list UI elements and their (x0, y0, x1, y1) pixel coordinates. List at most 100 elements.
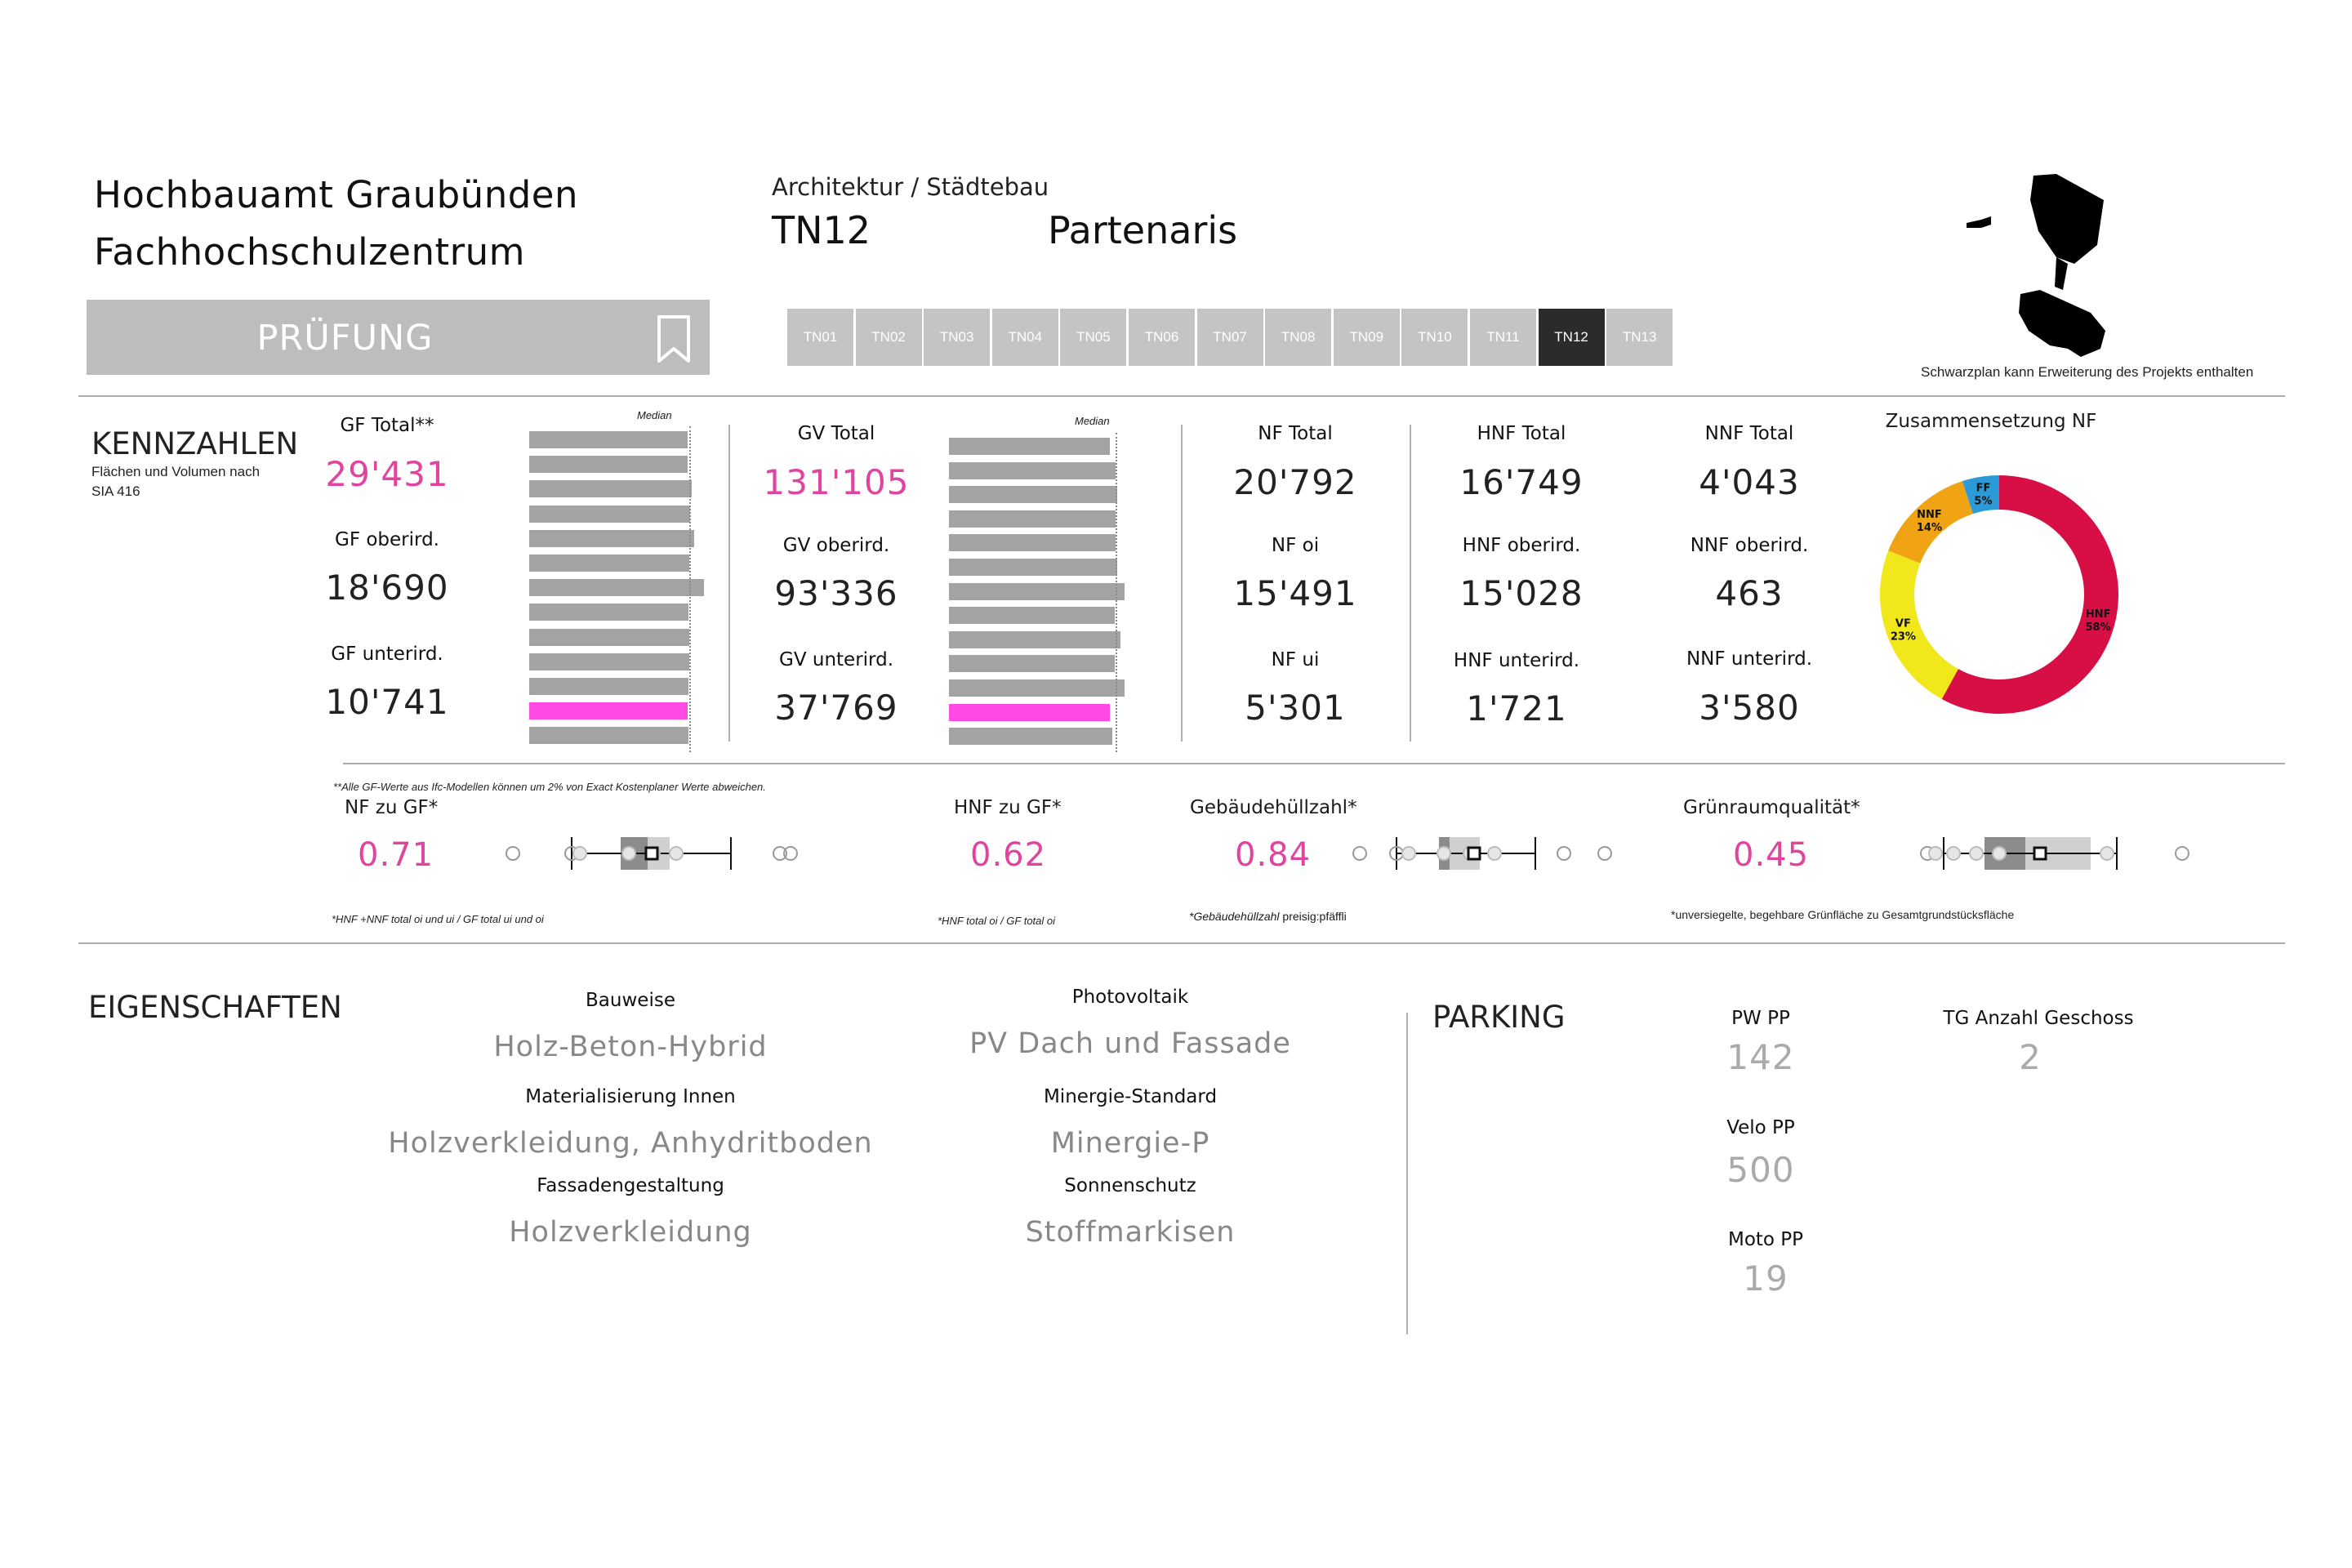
data-point (1401, 846, 1416, 861)
tab-tn09[interactable]: TN09 (1333, 309, 1400, 366)
divider (78, 395, 2285, 397)
nf-oi-label: NF oi (1271, 535, 1320, 556)
data-point (1928, 846, 1943, 861)
outlier-point (1557, 846, 1571, 861)
bar-tn10 (949, 655, 1115, 673)
bar-tn05 (949, 534, 1116, 552)
bar-tn05 (529, 529, 695, 547)
current-project-marker (644, 846, 659, 861)
divider (78, 942, 2285, 944)
gf-oberird-label: GF oberird. (335, 529, 439, 550)
gv-unterird-value: 37'769 (774, 688, 898, 728)
tab-tn07[interactable]: TN07 (1196, 309, 1263, 366)
material-label: Materialisierung Innen (525, 1086, 736, 1107)
huell-value: 0.84 (1235, 836, 1312, 874)
huell-note-a: *Gebäudehüllzahl (1189, 910, 1280, 923)
nf-gf-note: *HNF +NNF total oi und ui / GF total ui … (332, 913, 544, 925)
pw-label: PW PP (1731, 1008, 1790, 1029)
category-label: Architektur / Städtebau (772, 173, 1049, 201)
median-line (1116, 433, 1118, 752)
nnf-total-label: NNF Total (1704, 423, 1794, 444)
hnf-total-value: 16'749 (1459, 462, 1584, 502)
bookmark-icon[interactable] (657, 314, 691, 363)
nnf-unterird-label: NNF unterird. (1686, 648, 1813, 670)
tab-tn03[interactable]: TN03 (924, 309, 991, 366)
hnf-oberird-value: 15'028 (1459, 573, 1584, 613)
tab-tn05[interactable]: TN05 (1060, 309, 1127, 366)
nf-ui-label: NF ui (1271, 649, 1320, 670)
donut-slice-ff (1962, 475, 1999, 514)
sonnen-value: Stoffmarkisen (1025, 1216, 1236, 1249)
hnf-gf-value: 0.62 (970, 836, 1047, 874)
gruen-boxplot (1920, 837, 2189, 870)
data-point (572, 846, 587, 861)
gf-unterird-label: GF unterird. (331, 644, 443, 665)
tab-tn10[interactable]: TN10 (1401, 309, 1468, 366)
tab-tn01[interactable]: TN01 (787, 309, 853, 366)
huell-note: *Gebäudehüllzahl preisig:pfäffli (1189, 910, 1347, 923)
bar-tn07 (949, 582, 1125, 600)
bar-tn13 (529, 727, 688, 745)
tab-tn11[interactable]: TN11 (1470, 309, 1536, 366)
donut-label-hnf: HNF (2086, 608, 2111, 621)
divider (1181, 425, 1183, 742)
donut-slice-hnf (1941, 475, 2118, 714)
bar-tn04 (949, 510, 1116, 528)
tab-tn04[interactable]: TN04 (991, 309, 1058, 366)
pv-label: Photovoltaik (1071, 987, 1189, 1008)
bar-tn13 (949, 728, 1112, 746)
donut-label-nnf: NNF (1917, 509, 1942, 521)
hnf-gf-note: *HNF total oi / GF total oi (938, 915, 1056, 927)
velo-label: Velo PP (1726, 1117, 1795, 1138)
data-point (669, 846, 684, 861)
huell-note-b: preisig:pfäffli (1282, 910, 1347, 923)
hnf-oberird-label: HNF oberird. (1462, 535, 1581, 556)
nf-gf-label: NF zu GF* (345, 797, 439, 818)
data-point (2100, 846, 2114, 861)
bar-tn03 (949, 486, 1117, 504)
bar-tn06 (949, 559, 1117, 576)
project-code: TN12 (772, 208, 871, 252)
eigenschaften-title: EIGENSCHAFTEN (88, 990, 342, 1025)
data-point (1487, 846, 1502, 861)
median-line (688, 426, 691, 752)
bar-tn02 (949, 461, 1116, 479)
outlier-point (783, 846, 798, 861)
bar-tn11 (949, 679, 1125, 697)
tab-tn02[interactable]: TN02 (855, 309, 922, 366)
bauweise-value: Holz-Beton-Hybrid (493, 1031, 768, 1063)
donut-label-ff: FF (1976, 483, 1991, 495)
gruen-value: 0.45 (1733, 836, 1810, 874)
data-point (621, 846, 636, 861)
donut-label-ff: 5% (1974, 496, 1992, 508)
current-project-marker (1467, 846, 1481, 861)
tab-tn13[interactable]: TN13 (1606, 309, 1673, 366)
gf-total-value: 29'431 (325, 454, 449, 494)
tab-tn12[interactable]: TN12 (1538, 309, 1605, 366)
current-project-marker (2033, 846, 2047, 861)
outlier-point (1597, 846, 1612, 861)
velo-value: 500 (1726, 1150, 1795, 1190)
gv-oberird-value: 93'336 (774, 573, 898, 613)
moto-label: Moto PP (1727, 1229, 1804, 1250)
outlier-point (1352, 846, 1367, 861)
project-title: Fachhochschulzentrum (94, 230, 525, 274)
bar-tn03 (529, 480, 692, 498)
pw-value: 142 (1726, 1037, 1795, 1077)
gruen-note: *unversiegelte, begehbare Grünfläche zu … (1671, 908, 2015, 921)
donut-slice-nnf (1888, 481, 1973, 564)
outlier-point (2175, 846, 2189, 861)
gv-bar-chart (949, 433, 1129, 752)
status-banner[interactable]: PRÜFUNG (87, 300, 710, 375)
bar-tn08 (949, 607, 1115, 625)
client-title: Hochbauamt Graubünden (94, 173, 578, 216)
nf-total-value: 20'792 (1233, 462, 1357, 502)
tab-tn06[interactable]: TN06 (1129, 309, 1195, 366)
divider (1410, 425, 1411, 742)
tab-tn08[interactable]: TN08 (1265, 309, 1332, 366)
gf-oberird-value: 18'690 (325, 568, 449, 608)
material-value: Holzverkleidung, Anhydritboden (388, 1127, 873, 1160)
pv-value: PV Dach und Fassade (969, 1027, 1291, 1060)
nnf-total-value: 4'043 (1699, 462, 1800, 502)
